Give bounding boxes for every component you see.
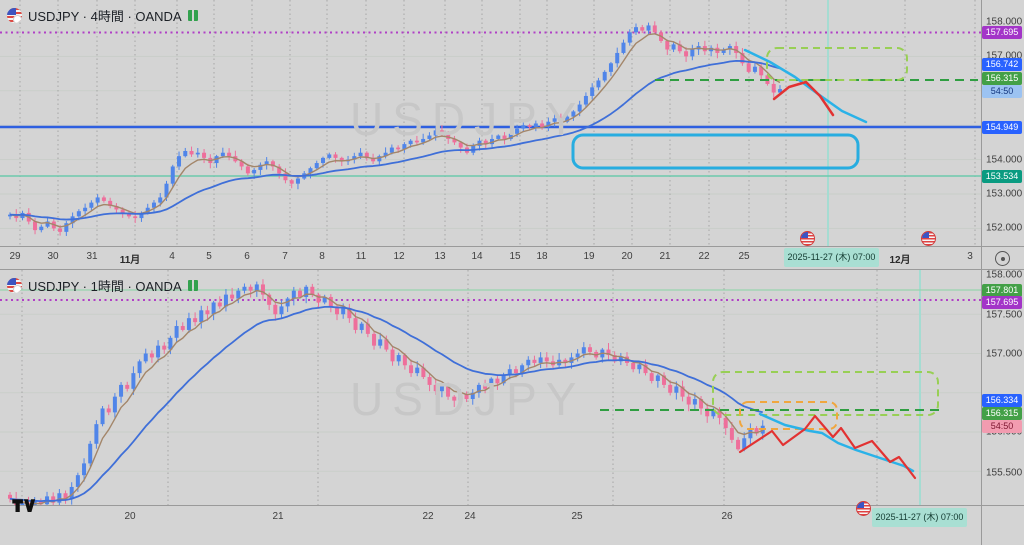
time-axis-label: 3 <box>967 251 973 262</box>
ma-slow-line[interactable] <box>9 305 763 503</box>
time-axis-label: 20 <box>621 251 633 262</box>
ma-slow-line[interactable] <box>9 59 781 221</box>
time-axis-label: 20 <box>124 511 136 522</box>
pane-separator[interactable] <box>0 246 1024 247</box>
price-badge-purple-line: 157.695 <box>982 295 1022 309</box>
price-badge-ma-value: 156.334 <box>982 393 1022 407</box>
ma-fast-line[interactable] <box>9 289 763 506</box>
pane-separator[interactable] <box>0 505 1024 506</box>
bar-countdown-badge: 54:50 <box>982 419 1022 433</box>
time-axis-label: 12月 <box>889 255 911 266</box>
time-axis-label: 26 <box>721 511 733 522</box>
price-axis-label: 153.000 <box>986 188 1023 200</box>
price-axis-label: 157.500 <box>986 309 1023 321</box>
watermark-1h: USDJPY <box>350 373 586 425</box>
time-axis-label: 5 <box>206 251 212 262</box>
candles-usdjpy-1h <box>8 279 765 506</box>
orange-dashed-zone[interactable] <box>739 401 838 430</box>
time-axis-label: 11月 <box>119 255 141 266</box>
time-axis-label: 29 <box>9 251 21 262</box>
price-badge-ma-value: 156.742 <box>982 57 1022 71</box>
price-axis-label: 157.000 <box>986 50 1023 62</box>
time-axis-label: 12 <box>393 251 405 262</box>
time-axis-label: 25 <box>738 251 750 262</box>
price-badge-green-line: 156.315 <box>982 406 1022 420</box>
time-axis-label: 14 <box>471 251 483 262</box>
pane-legend-4h[interactable]: USDJPY · 4時間 · OANDA <box>7 6 198 25</box>
pane-usdjpy-1h[interactable] <box>0 270 981 516</box>
pane-title-text[interactable]: USDJPY · 4時間 · OANDA <box>28 9 182 24</box>
cyan-projection-line[interactable] <box>758 412 915 473</box>
price-axis-label: 157.000 <box>986 348 1023 360</box>
alert-timestamp-label: 2025-11-27 (木) 07:00 <box>872 508 967 527</box>
time-axis-label: 21 <box>659 251 671 262</box>
pane-title-text[interactable]: USDJPY · 1時間 · OANDA <box>28 279 182 294</box>
price-badge-purple-line: 157.695 <box>982 25 1022 39</box>
price-badge-high-line: 157.801 <box>982 283 1022 297</box>
time-axis-label: 22 <box>698 251 710 262</box>
price-badge-blue-line: 154.949 <box>982 120 1022 134</box>
watermark-4h: USDJPY <box>350 93 586 145</box>
time-axis-label: 25 <box>571 511 583 522</box>
time-axis-label: 22 <box>422 511 434 522</box>
cyan-zone[interactable] <box>571 133 860 170</box>
price-scale-separator <box>981 0 982 545</box>
usdjpy-symbol-icon <box>7 8 22 23</box>
usdjpy-symbol-icon <box>7 278 22 293</box>
price-badge-green-line: 156.315 <box>982 71 1022 85</box>
time-axis-label: 31 <box>86 251 98 262</box>
tradingview-logo[interactable] <box>7 496 41 513</box>
time-axis-label: 13 <box>434 251 446 262</box>
time-axis-label: 8 <box>319 251 325 262</box>
bar-countdown-badge: 54:50 <box>982 84 1022 98</box>
candles-usdjpy-4h <box>8 21 782 236</box>
pane-legend-1h[interactable]: USDJPY · 1時間 · OANDA <box>7 276 198 295</box>
time-axis-label: 30 <box>47 251 59 262</box>
cyan-projection-line[interactable] <box>743 48 868 124</box>
economic-event-us-flag-icon[interactable] <box>799 231 815 246</box>
red-projection-line[interactable] <box>738 414 917 480</box>
green-dashed-zone[interactable] <box>712 371 939 416</box>
economic-event-us-flag-icon[interactable] <box>855 501 871 516</box>
time-axis-label: 18 <box>536 251 548 262</box>
economic-event-us-flag-icon[interactable] <box>920 231 936 246</box>
time-axis-label: 11 <box>355 251 367 262</box>
price-axis-label: 152.000 <box>986 222 1023 234</box>
time-axis-label: 4 <box>169 251 175 262</box>
time-axis-label: 15 <box>509 251 521 262</box>
green-dashed-zone[interactable] <box>766 47 908 81</box>
time-axis-label: 24 <box>464 511 476 522</box>
pane-usdjpy-4h[interactable] <box>0 0 981 246</box>
time-axis-label: 19 <box>583 251 595 262</box>
scale-settings-icon[interactable] <box>995 251 1010 266</box>
red-projection-line[interactable] <box>772 80 835 117</box>
price-chart-canvas[interactable] <box>0 0 982 545</box>
alert-timestamp-label: 2025-11-27 (木) 07:00 <box>784 248 879 267</box>
time-axis-label: 6 <box>244 251 250 262</box>
price-axis-label: 155.500 <box>986 467 1023 479</box>
candle-chart-type-icon <box>187 280 198 291</box>
candle-chart-type-icon <box>187 10 198 21</box>
time-axis-label: 21 <box>272 511 284 522</box>
price-axis-label: 158.000 <box>986 16 1023 28</box>
pane-separator <box>0 269 1024 270</box>
price-badge-teal-line: 153.534 <box>982 169 1022 183</box>
price-axis-label: 158.000 <box>986 269 1023 281</box>
price-axis-label: 154.000 <box>986 154 1023 166</box>
time-axis-label: 7 <box>282 251 288 262</box>
